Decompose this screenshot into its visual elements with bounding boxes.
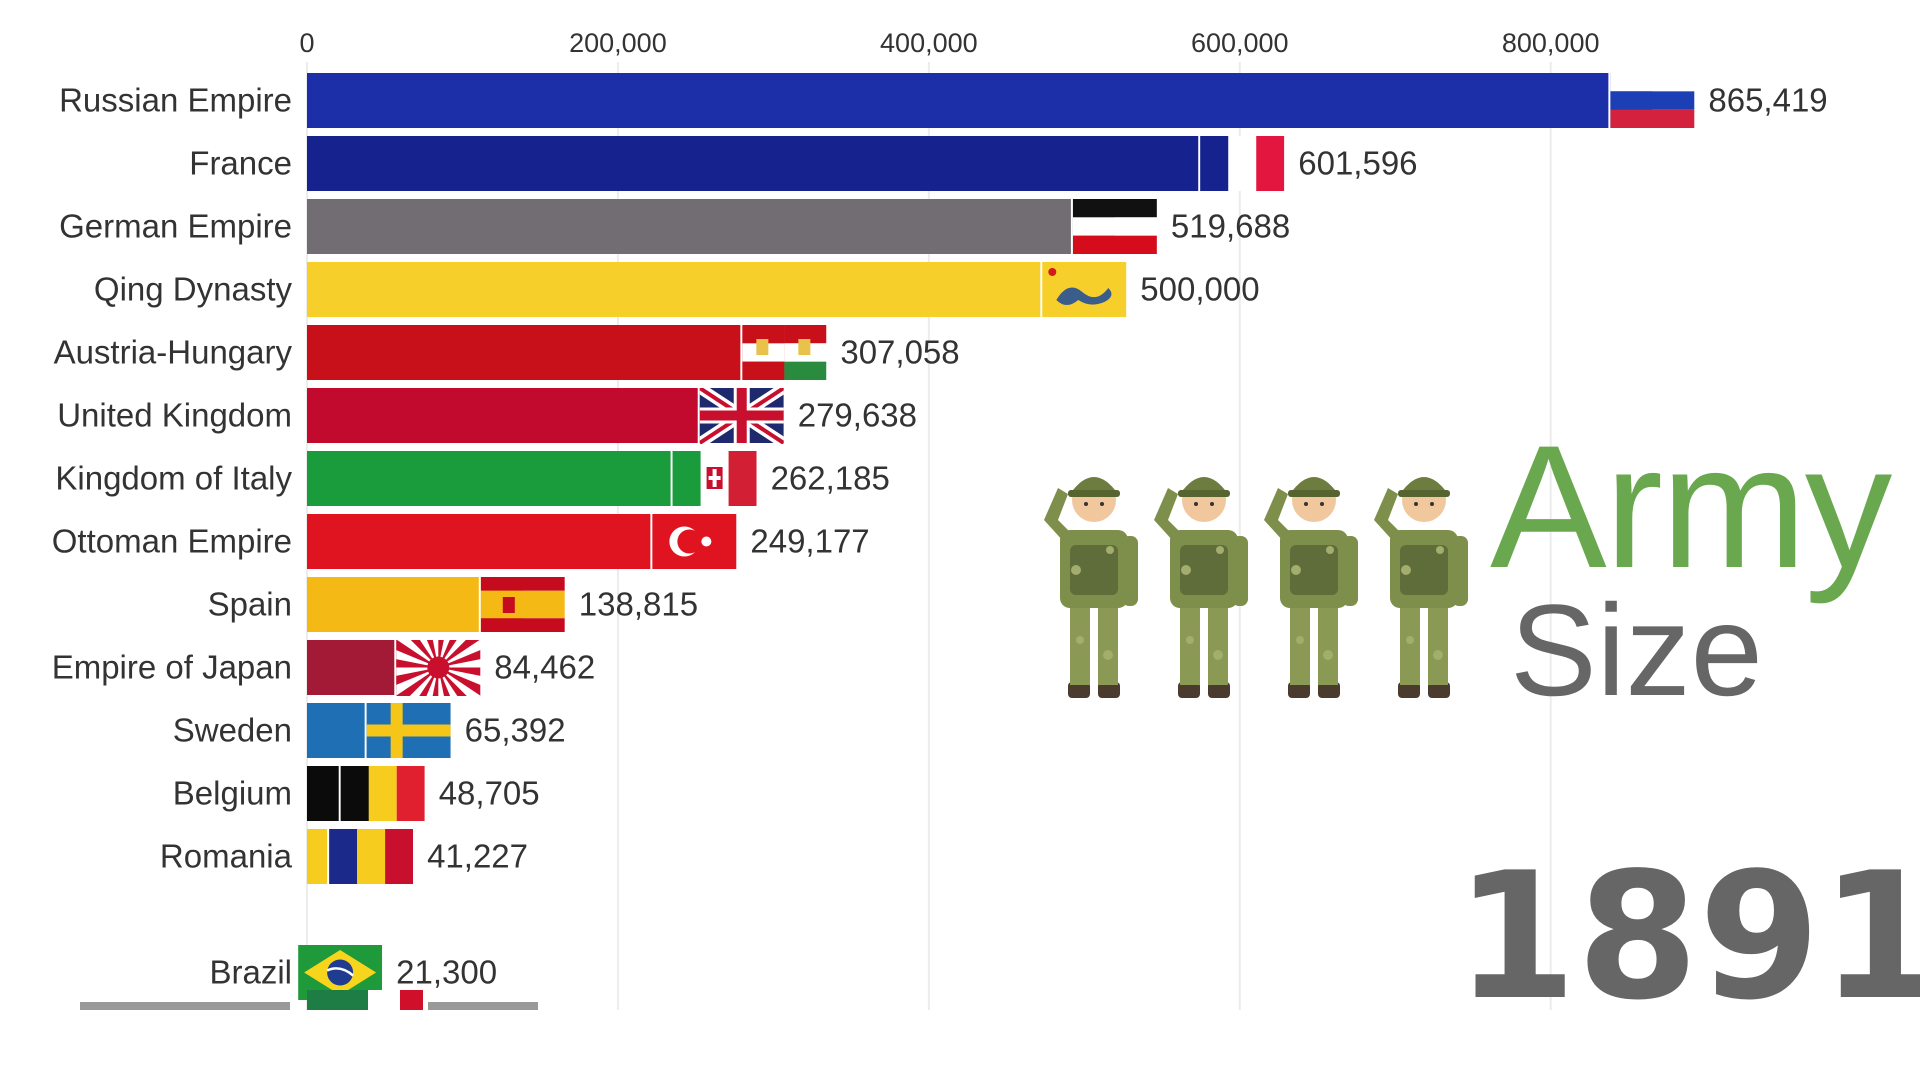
bar-row: Ottoman Empire 249,177	[52, 514, 870, 569]
soldier-3	[1264, 477, 1358, 698]
bar-row: German Empire 519,688	[59, 199, 1290, 254]
bar	[307, 325, 785, 380]
category-label: Brazil	[209, 954, 292, 991]
bar	[307, 451, 715, 506]
value-label: 48,705	[439, 775, 540, 812]
russia-flag-icon	[1608, 73, 1695, 128]
category-label: Austria-Hungary	[54, 334, 293, 371]
value-label: 307,058	[840, 334, 959, 371]
title-size: Size	[1510, 577, 1763, 723]
partial-bar-flag-stripe	[400, 990, 423, 1010]
france-flag-icon	[1198, 136, 1285, 191]
soldier-1	[1044, 477, 1138, 698]
category-label: Spain	[208, 586, 292, 623]
value-label: 262,185	[771, 460, 890, 497]
value-label: 279,638	[798, 397, 917, 434]
category-label: France	[189, 145, 292, 182]
qing-flag-icon	[1040, 262, 1127, 317]
bar-row: Austria-Hungary 307,058	[54, 325, 960, 380]
bar-row: France 601,596	[189, 136, 1418, 191]
german-empire-flag-icon	[1070, 199, 1157, 254]
value-label: 249,177	[750, 523, 869, 560]
category-label: Ottoman Empire	[52, 523, 292, 560]
bar-row: Belgium 48,705	[173, 766, 540, 821]
bar-row: Spain 138,815	[208, 577, 698, 632]
category-label: Belgium	[173, 775, 292, 812]
spain-flag-icon	[478, 577, 565, 632]
value-label: 21,300	[396, 954, 497, 991]
bar-row: Empire of Japan 84,462	[52, 640, 595, 696]
value-label: 138,815	[579, 586, 698, 623]
bar	[307, 136, 1243, 191]
x-tick-label: 800,000	[1502, 28, 1600, 58]
x-tick-label: 600,000	[1191, 28, 1289, 58]
bar	[307, 199, 1115, 254]
japan-flag-icon	[394, 640, 481, 696]
uk-flag-icon	[697, 388, 784, 444]
bar	[307, 514, 695, 569]
austria-hungary-flag-icon	[740, 325, 827, 380]
category-label: Romania	[160, 838, 293, 875]
italy-flag-icon	[670, 451, 757, 506]
bar	[307, 73, 1653, 128]
x-tick-label: 0	[299, 28, 314, 58]
bar-row: United Kingdom 279,638	[57, 388, 917, 444]
belgium-flag-icon	[338, 766, 425, 821]
category-label: Kingdom of Italy	[55, 460, 292, 497]
soldiers-illustration	[1044, 477, 1468, 698]
soldier-2	[1154, 477, 1248, 698]
category-label: Russian Empire	[59, 82, 292, 119]
bar	[307, 262, 1085, 317]
partial-value-smudge	[428, 1002, 538, 1010]
category-label: United Kingdom	[57, 397, 292, 434]
value-label: 865,419	[1708, 82, 1827, 119]
sweden-flag-icon	[364, 703, 451, 758]
bar-row: Qing Dynasty 500,000	[94, 262, 1260, 317]
value-label: 500,000	[1140, 271, 1259, 308]
x-tick-label: 200,000	[569, 28, 667, 58]
value-label: 41,227	[427, 838, 528, 875]
bar	[307, 388, 742, 443]
category-label: German Empire	[59, 208, 292, 245]
ottoman-flag-icon	[650, 514, 737, 569]
bar-row: Kingdom of Italy 262,185	[55, 451, 890, 506]
romania-flag-icon	[327, 829, 414, 884]
partial-label-smudge	[80, 1002, 290, 1010]
x-tick-label: 400,000	[880, 28, 978, 58]
title-army: Army	[1490, 410, 1892, 605]
bar-row: Russian Empire 865,419	[59, 73, 1828, 128]
value-label: 519,688	[1171, 208, 1290, 245]
category-label: Empire of Japan	[52, 649, 292, 686]
value-label: 601,596	[1298, 145, 1417, 182]
value-label: 84,462	[494, 649, 595, 686]
bar-row: Romania 41,227	[160, 829, 528, 884]
bar-row: Sweden 65,392	[173, 703, 566, 758]
category-label: Sweden	[173, 712, 292, 749]
soldier-4	[1374, 477, 1468, 698]
value-label: 65,392	[465, 712, 566, 749]
category-label: Qing Dynasty	[94, 271, 293, 308]
year-label: 1891	[1455, 836, 1920, 1039]
